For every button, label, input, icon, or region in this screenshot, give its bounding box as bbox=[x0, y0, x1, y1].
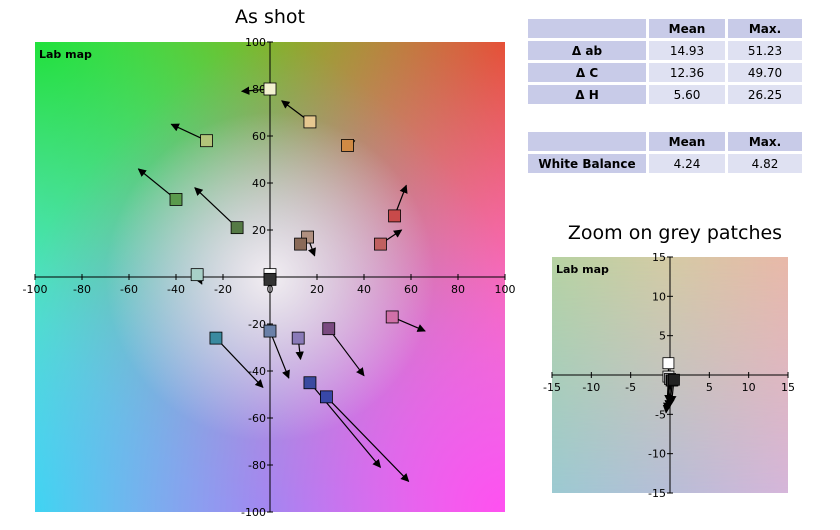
color-patch-marker bbox=[388, 209, 401, 223]
main-chart-title: As shot bbox=[235, 6, 305, 28]
x-tick-label: 100 bbox=[495, 283, 516, 296]
row-mean: 12.36 bbox=[649, 63, 725, 82]
y-tick-label: 60 bbox=[252, 130, 266, 143]
color-patch-marker bbox=[230, 221, 244, 235]
color-patch-marker bbox=[385, 310, 399, 324]
color-patch-marker bbox=[169, 193, 183, 206]
x-tick-label: -15 bbox=[543, 381, 561, 394]
x-tick-label: -80 bbox=[73, 283, 91, 296]
y-tick-label: -15 bbox=[648, 487, 666, 500]
map-label: Lab map bbox=[556, 263, 609, 276]
patch-shift-arrow bbox=[269, 330, 290, 379]
x-tick-label: -60 bbox=[120, 283, 138, 296]
y-tick-label: -100 bbox=[241, 506, 266, 519]
y-tick-label: 20 bbox=[252, 224, 266, 237]
map-label: Lab map bbox=[39, 48, 92, 61]
row-max: 26.25 bbox=[728, 85, 802, 104]
color-patch-marker bbox=[319, 390, 333, 404]
y-tick-label: -5 bbox=[655, 408, 666, 421]
color-patch-marker bbox=[200, 134, 213, 148]
table-header-max: Max. bbox=[728, 19, 802, 38]
row-mean: 5.60 bbox=[649, 85, 725, 104]
color-patch-marker bbox=[263, 82, 277, 96]
row-mean: 4.24 bbox=[649, 154, 725, 173]
x-tick-label: -100 bbox=[23, 283, 48, 296]
row-max: 4.82 bbox=[728, 154, 802, 173]
table-row: White Balance 4.24 4.82 bbox=[528, 154, 802, 173]
color-patch-marker bbox=[322, 322, 336, 336]
x-tick-label: 15 bbox=[781, 381, 795, 394]
color-patch-marker bbox=[291, 331, 305, 345]
color-patch-marker bbox=[374, 237, 387, 251]
x-tick-label: 5 bbox=[706, 381, 713, 394]
white-balance-table: Mean Max. White Balance 4.24 4.82 bbox=[525, 129, 805, 176]
x-tick-label: 60 bbox=[404, 283, 418, 296]
table-row: Δ ab 14.93 51.23 bbox=[528, 41, 802, 60]
x-tick-label: 0 bbox=[267, 283, 274, 296]
patch-shift-arrow bbox=[215, 337, 264, 389]
row-mean: 14.93 bbox=[649, 41, 725, 60]
y-tick-label: 40 bbox=[252, 177, 266, 190]
color-patch-marker bbox=[190, 268, 204, 282]
x-tick-label: -5 bbox=[625, 381, 636, 394]
patch-shift-arrow bbox=[325, 396, 410, 483]
table-row: Δ H 5.60 26.25 bbox=[528, 85, 802, 104]
x-tick-label: -40 bbox=[167, 283, 185, 296]
y-tick-label: 15 bbox=[652, 251, 666, 264]
table-row: Δ C 12.36 49.70 bbox=[528, 63, 802, 82]
y-tick-label: -10 bbox=[648, 448, 666, 461]
x-tick-label: 40 bbox=[357, 283, 371, 296]
y-tick-label: -80 bbox=[248, 459, 266, 472]
color-patch-marker bbox=[263, 324, 277, 338]
x-tick-label: -10 bbox=[582, 381, 600, 394]
y-tick-label: -40 bbox=[248, 365, 266, 378]
table-header-empty bbox=[528, 19, 646, 38]
color-patch-marker bbox=[303, 115, 317, 129]
x-tick-label: -20 bbox=[214, 283, 232, 296]
delta-stats-table: Mean Max. Δ ab 14.93 51.23 Δ C 12.36 49.… bbox=[525, 16, 805, 107]
row-max: 49.70 bbox=[728, 63, 802, 82]
color-patch-marker bbox=[303, 376, 317, 390]
zoom-chart-title: Zoom on grey patches bbox=[567, 222, 783, 244]
table-header-row: Mean Max. bbox=[528, 132, 802, 151]
y-tick-label: -20 bbox=[248, 318, 266, 331]
x-tick-label: 20 bbox=[310, 283, 324, 296]
color-patch-marker bbox=[294, 237, 307, 251]
x-tick-label: 10 bbox=[742, 381, 756, 394]
patch-shift-arrow bbox=[328, 328, 365, 377]
patch-shift-arrow bbox=[194, 187, 238, 229]
color-patch-marker bbox=[341, 138, 354, 152]
table-header-empty bbox=[528, 132, 646, 151]
color-patch-marker bbox=[209, 331, 223, 345]
table-header-mean: Mean bbox=[649, 132, 725, 151]
color-patch-marker bbox=[668, 373, 680, 386]
x-tick-label: 80 bbox=[451, 283, 465, 296]
y-tick-label: 10 bbox=[652, 290, 666, 303]
row-label: Δ C bbox=[528, 63, 646, 82]
table-header-max: Max. bbox=[728, 132, 802, 151]
table-header-row: Mean Max. bbox=[528, 19, 802, 38]
table-header-mean: Mean bbox=[649, 19, 725, 38]
row-label: Δ ab bbox=[528, 41, 646, 60]
y-tick-label: 100 bbox=[245, 36, 266, 49]
y-tick-label: -60 bbox=[248, 412, 266, 425]
row-label: Δ H bbox=[528, 85, 646, 104]
row-max: 51.23 bbox=[728, 41, 802, 60]
color-patch-marker bbox=[263, 272, 277, 286]
color-patch-marker bbox=[662, 357, 675, 370]
y-tick-label: 5 bbox=[659, 330, 666, 343]
row-label: White Balance bbox=[528, 154, 646, 173]
